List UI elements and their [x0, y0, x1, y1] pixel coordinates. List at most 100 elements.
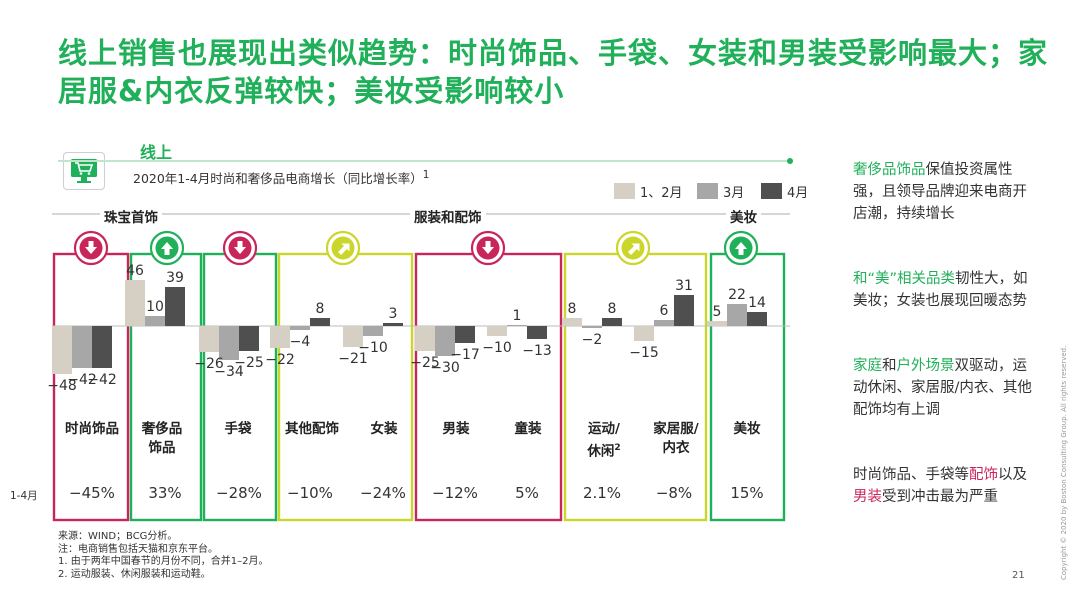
- bar: [363, 326, 383, 336]
- data-label: 1: [513, 308, 522, 324]
- bar: [219, 326, 239, 360]
- category-label-womenswear: 女装: [370, 421, 398, 437]
- data-label: 5: [713, 304, 722, 320]
- legend-swatch: [697, 183, 718, 199]
- data-label: 8: [608, 301, 617, 317]
- bar: [52, 326, 72, 374]
- total-value: 15%: [730, 484, 764, 502]
- bar: [310, 318, 330, 326]
- up-arrow-circle-icon: [723, 230, 759, 266]
- bar: [199, 326, 219, 352]
- data-label: 8: [568, 301, 577, 317]
- bar: [270, 326, 290, 348]
- bar: [290, 326, 310, 330]
- copyright: Copyright © 2020 by Boston Consulting Gr…: [1060, 345, 1068, 580]
- bar: [634, 326, 654, 341]
- bar: [165, 287, 185, 326]
- legend-item-2: 3月: [697, 182, 744, 201]
- section-label: 线上: [140, 143, 173, 162]
- total-value: −12%: [432, 484, 478, 502]
- group-label-apparel: 服装和配饰: [410, 206, 486, 226]
- total-value: −45%: [69, 484, 115, 502]
- totals-row-label: 1-4月: [10, 490, 38, 502]
- legend-item-3: 4月: [761, 182, 809, 201]
- bar: [383, 323, 403, 326]
- legend-label: 4月: [787, 185, 809, 201]
- bar: [674, 295, 694, 326]
- data-label: 6: [660, 303, 669, 319]
- data-label: 3: [389, 306, 398, 322]
- category-footnote: 2: [614, 443, 621, 453]
- category-label-kidswear: 童装: [514, 421, 542, 437]
- legend-swatch: [761, 183, 782, 199]
- bar: [125, 280, 145, 326]
- chart-title-footnote: 1: [422, 168, 430, 181]
- bar: [562, 318, 582, 326]
- bar: [507, 325, 527, 326]
- data-label: −10: [358, 340, 388, 356]
- total-value: −24%: [360, 484, 406, 502]
- category-box: [414, 252, 563, 522]
- up-arrow-circle-icon: [149, 230, 185, 266]
- page-title: 线上销售也展现出类似趋势：时尚饰品、手袋、女装和男装受影响最大；家居服&内衣反弹…: [58, 36, 1049, 108]
- data-label: −22: [265, 352, 295, 368]
- bar: [239, 326, 259, 351]
- group-label-jewelry: 珠宝首饰: [100, 206, 162, 226]
- chart-title: 2020年1-4月时尚和奢侈品电商增长（同比增长率）1: [133, 168, 430, 186]
- insight-2: 和“美”相关品类韧性大，如美妆；女装也展现回暖态势: [853, 271, 1028, 309]
- bar: [654, 320, 674, 326]
- bar: [747, 312, 767, 326]
- data-label: −34: [214, 364, 244, 380]
- data-label: 39: [166, 270, 184, 286]
- data-label: −26: [194, 356, 224, 372]
- category-label-menswear: 男装: [442, 421, 470, 437]
- insight-3: 家庭和户外场景双驱动，运动休闲、家居服/内衣、其他配饰均有上调: [853, 358, 1032, 418]
- total-value: 5%: [515, 484, 539, 502]
- bar: [527, 326, 547, 339]
- page-number: 21: [1012, 570, 1025, 581]
- category-label-beauty: 美妆: [733, 421, 761, 437]
- total-value: 2.1%: [582, 484, 622, 502]
- total-value: −8%: [655, 484, 693, 502]
- data-label: −30: [430, 360, 460, 376]
- data-label: −13: [522, 343, 552, 359]
- total-value: −10%: [287, 484, 333, 502]
- shopping-cart-monitor-icon: [63, 152, 105, 190]
- legend-swatch: [614, 183, 635, 199]
- data-label: −48: [47, 378, 77, 394]
- note: 2. 运动服装、休闲服装和运动鞋。: [58, 568, 211, 580]
- data-label: 10: [146, 299, 164, 315]
- data-label: 46: [126, 263, 144, 279]
- data-label: −21: [338, 351, 368, 367]
- legend-item-1: 1、2月: [614, 182, 683, 201]
- legend-label: 1、2月: [640, 185, 683, 201]
- data-label: 8: [316, 301, 325, 317]
- up-right-arrow-circle-icon: [325, 230, 361, 266]
- bar: [343, 326, 363, 347]
- note: 1. 由于两年中国春节的月份不同，合并1–2月。: [58, 556, 269, 567]
- bar: [455, 326, 475, 343]
- total-value: −28%: [216, 484, 262, 502]
- data-label: −25: [410, 355, 440, 371]
- group-label-beauty: 美妆: [726, 206, 761, 226]
- bar: [415, 326, 435, 351]
- footnotes: 来源：WIND；BCG分析。 注：电商销售包括天猫和京东平台。 1. 由于两年中…: [58, 531, 268, 581]
- bar: [435, 326, 455, 356]
- data-label: −10: [482, 340, 512, 356]
- bar: [92, 326, 112, 368]
- bar: [707, 321, 727, 326]
- bar: [727, 304, 747, 326]
- up-right-arrow-circle-icon: [615, 230, 651, 266]
- category-box: [202, 252, 278, 522]
- data-label: −17: [450, 347, 480, 363]
- total-value: 33%: [148, 484, 182, 502]
- data-label: −42: [67, 372, 97, 388]
- down-arrow-circle-icon: [470, 230, 506, 266]
- data-label: 22: [728, 287, 746, 303]
- data-label: −4: [290, 334, 311, 350]
- category-label-luxury-accessories: 奢侈品 饰品: [141, 421, 183, 456]
- data-label: −25: [234, 355, 264, 371]
- note: 注：电商销售包括天猫和京东平台。: [58, 543, 218, 555]
- category-box: [277, 252, 414, 522]
